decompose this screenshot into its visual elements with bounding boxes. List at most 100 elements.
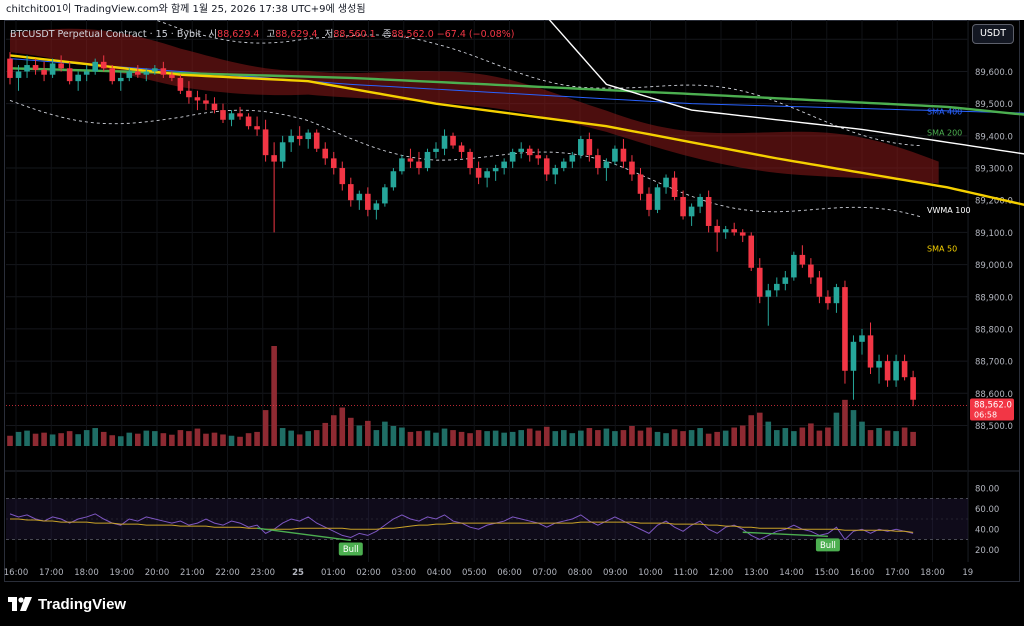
bull-tag — [338, 542, 363, 556]
candle-body — [32, 65, 39, 70]
candle-body — [117, 77, 124, 82]
volume-bar — [825, 427, 831, 446]
volume-bar — [578, 430, 584, 446]
candle-body — [518, 148, 524, 152]
volume-bar — [552, 431, 559, 446]
candle-body — [884, 361, 891, 381]
candle-body — [526, 148, 533, 156]
volume-bar — [203, 433, 209, 446]
volume-bar — [288, 430, 294, 446]
candle-body — [450, 135, 456, 146]
ma-line-sma-200 — [9, 67, 1024, 116]
volume-bar — [561, 430, 567, 446]
volume-bar — [705, 433, 712, 446]
rsi-ma-line — [10, 518, 914, 533]
volume-bar — [637, 430, 644, 446]
candle-body — [220, 110, 226, 120]
last-price-tag — [970, 398, 1014, 421]
time-tick-label: 09:00 — [603, 568, 628, 578]
volume-bar — [228, 435, 235, 446]
legend-symbol: BTCUSDT Perpetual Contract · 15 · Bybit — [10, 29, 202, 40]
volume-bar — [791, 431, 797, 446]
candle-body — [194, 97, 201, 101]
ma-label: SMA 200 — [927, 129, 962, 138]
price-tick-label: 88,900.0 — [975, 293, 1013, 303]
volume-bar — [654, 431, 661, 446]
volume-bar — [688, 430, 695, 446]
tradingview-logo-icon — [8, 597, 32, 611]
bull-tag-label: Bull — [820, 541, 836, 551]
candle-body — [578, 139, 584, 156]
volume-bar — [714, 431, 720, 446]
candle-body — [893, 361, 899, 381]
time-tick-label: 01:00 — [321, 568, 346, 578]
candle-body — [399, 158, 405, 172]
candle-body — [169, 74, 175, 78]
volume-bar — [143, 430, 150, 446]
candle-body — [833, 287, 840, 304]
volume-bar — [467, 433, 473, 446]
volume-bar — [237, 436, 243, 446]
candle-body — [552, 168, 559, 175]
currency-button[interactable]: USDT — [972, 24, 1014, 44]
candle-body — [714, 225, 720, 233]
volume-bar — [330, 415, 337, 446]
candle-body — [501, 161, 507, 169]
volume-bar — [305, 431, 311, 446]
price-tick-label: 89,600.0 — [975, 68, 1013, 78]
candle-body — [92, 61, 98, 72]
volume-bar — [620, 430, 627, 446]
volume-bar — [117, 436, 124, 446]
volume-bar — [390, 426, 397, 446]
candle-body — [271, 155, 277, 162]
chart-canvas[interactable]: 89,700.089,600.089,500.089,400.089,300.0… — [0, 20, 1024, 582]
candle-body — [49, 63, 56, 75]
candle-body — [765, 290, 772, 297]
volume-bar — [245, 433, 252, 446]
volume-bar — [782, 428, 789, 446]
volume-bar — [160, 433, 167, 446]
candle-body — [441, 135, 448, 149]
time-tick-label: 02:00 — [356, 568, 381, 578]
volume-bar — [399, 427, 405, 446]
candle-body — [612, 148, 618, 162]
candle-body — [296, 135, 303, 140]
volume-bar — [595, 430, 601, 446]
candle-body — [228, 113, 235, 120]
time-tick-label: 03:00 — [392, 568, 417, 578]
candle-body — [654, 187, 661, 210]
candle-body — [203, 100, 209, 104]
candle-body — [509, 151, 516, 162]
volume-bar — [612, 431, 618, 446]
candle-body — [595, 155, 601, 169]
candle-body — [663, 177, 669, 188]
brand-name: TradingView — [38, 595, 127, 613]
volume-bar — [475, 430, 482, 446]
candle-body — [492, 168, 499, 172]
candle-body — [66, 68, 73, 82]
volume-bar — [92, 428, 98, 446]
candle-body — [910, 377, 916, 400]
candle-body — [177, 77, 184, 91]
candle-body — [305, 132, 311, 140]
volume-bar — [32, 433, 39, 446]
volume-bar — [893, 431, 899, 446]
volume-bar — [322, 422, 329, 446]
candle-body — [569, 155, 576, 162]
symbol-legend: BTCUSDT Perpetual Contract · 15 · Bybit … — [10, 26, 514, 40]
candle-body — [416, 161, 422, 169]
volume-bar — [603, 428, 610, 446]
candle-body — [143, 71, 150, 75]
volume-bar — [75, 434, 81, 446]
candle-body — [382, 187, 388, 204]
tradingview-brand[interactable]: TradingView — [8, 594, 126, 614]
time-tick-label: 07:00 — [533, 568, 558, 578]
last-price-label: 88,562.0 — [974, 401, 1012, 411]
candle-body — [237, 113, 243, 117]
bullish-divergence-line — [742, 531, 828, 538]
candle-body — [339, 168, 346, 185]
volume-bar — [816, 430, 823, 446]
volume-bar — [194, 428, 201, 446]
volume-bar — [177, 430, 184, 446]
candle-body — [859, 335, 865, 342]
